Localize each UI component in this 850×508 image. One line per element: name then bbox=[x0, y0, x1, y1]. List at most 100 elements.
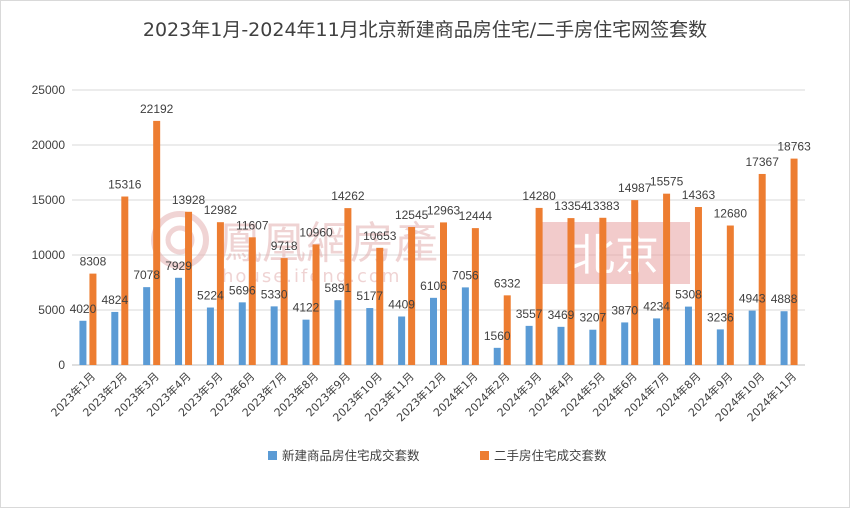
bar-new-home bbox=[206, 307, 214, 365]
data-label-resale-home: 13928 bbox=[172, 193, 206, 207]
bar-new-home bbox=[557, 326, 565, 365]
y-tick-label: 5000 bbox=[38, 303, 65, 317]
bar-resale-home bbox=[471, 228, 479, 365]
data-label-resale-home: 12545 bbox=[395, 208, 429, 222]
bar-new-home bbox=[430, 297, 437, 365]
bar-new-home bbox=[716, 329, 724, 365]
bar-new-home bbox=[79, 320, 87, 365]
data-label-resale-home: 14262 bbox=[331, 189, 365, 203]
bar-resale-home bbox=[631, 200, 639, 365]
data-label-resale-home: 22192 bbox=[140, 102, 174, 116]
bar-resale-home bbox=[726, 225, 734, 365]
bar-resale-home bbox=[312, 244, 320, 365]
data-label-resale-home: 6332 bbox=[494, 276, 521, 290]
chart-title: 2023年1月-2024年11月北京新建商品房住宅/二手房住宅网签套数 bbox=[143, 19, 707, 41]
data-label-resale-home: 14280 bbox=[522, 189, 556, 203]
y-tick-label: 0 bbox=[58, 358, 65, 372]
data-label-new-home: 4888 bbox=[771, 292, 798, 306]
bar-resale-home bbox=[408, 227, 416, 365]
data-label-new-home: 5330 bbox=[261, 287, 288, 301]
bar-resale-home bbox=[663, 193, 671, 365]
bar-resale-home bbox=[216, 222, 224, 365]
y-axis: 0 5000 10000 15000 20000 25000 bbox=[32, 83, 66, 372]
y-tick-label: 10000 bbox=[32, 248, 66, 262]
data-label-new-home: 3207 bbox=[579, 311, 606, 325]
data-label-new-home: 3870 bbox=[611, 303, 638, 317]
data-label-resale-home: 15575 bbox=[650, 175, 684, 189]
data-label-new-home: 4020 bbox=[70, 302, 97, 316]
data-label-new-home: 1560 bbox=[484, 329, 511, 343]
bar-new-home bbox=[366, 308, 374, 365]
data-label-resale-home: 8308 bbox=[80, 255, 107, 269]
data-label-new-home: 5891 bbox=[325, 281, 352, 295]
data-label-new-home: 7929 bbox=[165, 259, 192, 273]
bar-resale-home bbox=[758, 173, 766, 365]
data-label-resale-home: 12680 bbox=[714, 207, 748, 221]
bar-new-home bbox=[143, 287, 151, 365]
data-label-resale-home: 13383 bbox=[586, 199, 620, 213]
watermark-city: 北京 bbox=[571, 230, 659, 281]
bar-new-home bbox=[684, 306, 692, 365]
bar-resale-home bbox=[153, 120, 161, 365]
data-labels: 4020 8308 4824 15316 7078 22192 7929 13928 5224 1… bbox=[70, 102, 811, 343]
data-label-new-home: 6106 bbox=[420, 279, 447, 293]
data-label-resale-home: 12982 bbox=[204, 203, 238, 217]
bar-new-home bbox=[270, 306, 278, 365]
data-label-resale-home: 12963 bbox=[427, 203, 461, 217]
gridlines bbox=[72, 89, 805, 366]
y-tick-label: 15000 bbox=[32, 193, 66, 207]
bar-new-home bbox=[238, 302, 246, 365]
bar-resale-home bbox=[344, 208, 352, 365]
legend-label-new-home: 新建商品房住宅成交套数 bbox=[282, 448, 420, 463]
bar-new-home bbox=[525, 325, 533, 365]
data-label-new-home: 7078 bbox=[133, 268, 160, 282]
data-label-new-home: 4943 bbox=[739, 292, 766, 306]
data-label-new-home: 3236 bbox=[707, 310, 734, 324]
bar-resale-home bbox=[567, 218, 575, 365]
bars bbox=[79, 120, 798, 365]
bar-resale-home bbox=[248, 237, 256, 365]
bar-resale-home bbox=[790, 158, 798, 365]
bar-resale-home bbox=[535, 207, 543, 365]
data-label-new-home: 5177 bbox=[356, 289, 383, 303]
bar-new-home bbox=[493, 347, 501, 365]
bar-new-home bbox=[589, 329, 597, 365]
bar-new-home bbox=[302, 319, 310, 365]
bar-new-home bbox=[175, 277, 183, 365]
watermark-site: house.ifeng.com bbox=[222, 266, 401, 287]
data-label-resale-home: 18763 bbox=[777, 140, 811, 154]
data-label-new-home: 3557 bbox=[516, 307, 543, 321]
bar-new-home bbox=[398, 316, 406, 365]
data-label-resale-home: 10960 bbox=[299, 225, 333, 239]
bar-new-home bbox=[111, 311, 119, 365]
data-label-new-home: 5224 bbox=[197, 289, 224, 303]
bar-new-home bbox=[780, 311, 788, 365]
data-label-new-home: 4409 bbox=[388, 298, 415, 312]
bar-new-home bbox=[748, 310, 756, 365]
bar-new-home bbox=[334, 300, 342, 365]
data-label-new-home: 5308 bbox=[675, 288, 702, 302]
data-label-resale-home: 14363 bbox=[682, 188, 716, 202]
data-label-resale-home: 17367 bbox=[746, 155, 780, 169]
y-tick-label: 25000 bbox=[32, 83, 66, 97]
data-label-new-home: 4824 bbox=[101, 293, 128, 307]
bar-resale-home bbox=[694, 207, 702, 365]
bar-resale-home bbox=[121, 196, 129, 365]
data-label-new-home: 3469 bbox=[548, 308, 575, 322]
data-label-resale-home: 12444 bbox=[459, 209, 493, 223]
bar-resale-home bbox=[280, 258, 288, 365]
bar-resale-home bbox=[185, 211, 193, 365]
bar-resale-home bbox=[376, 247, 384, 365]
legend-swatch-resale-home bbox=[480, 451, 489, 460]
legend: 新建商品房住宅成交套数 二手房住宅成交套数 bbox=[268, 448, 607, 463]
legend-label-resale-home: 二手房住宅成交套数 bbox=[494, 448, 607, 463]
bar-resale-home bbox=[503, 295, 511, 365]
data-label-resale-home: 14987 bbox=[618, 181, 652, 195]
data-label-resale-home: 11607 bbox=[236, 218, 269, 232]
data-label-resale-home: 9718 bbox=[271, 239, 298, 253]
data-label-resale-home: 10653 bbox=[363, 229, 397, 243]
data-label-new-home: 4234 bbox=[643, 299, 670, 313]
